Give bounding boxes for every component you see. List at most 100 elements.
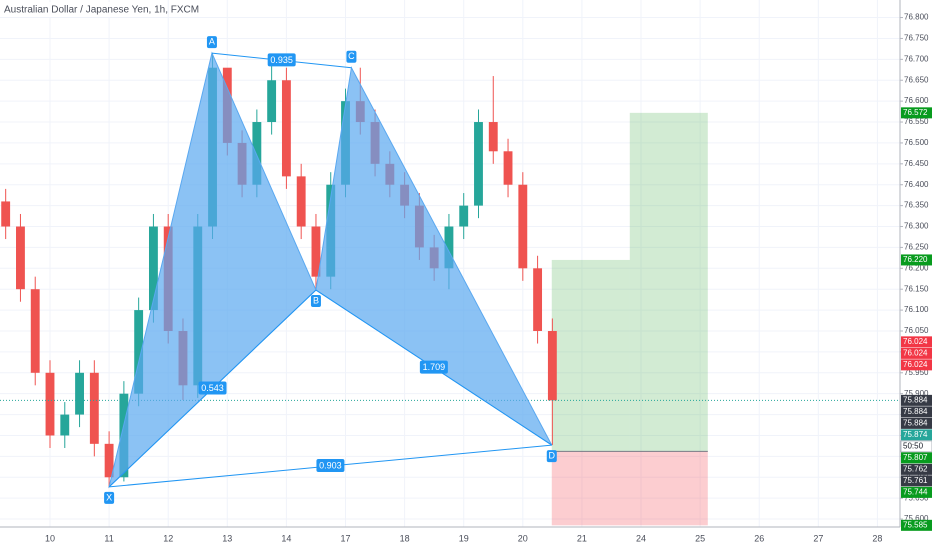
candle-body (75, 372, 84, 415)
candle-body (267, 80, 277, 123)
x-tick-label: 26 (754, 533, 764, 543)
price-label: 50:50 (903, 441, 924, 450)
candle-body (1, 201, 11, 227)
title-bg (0, 2, 158, 17)
candle-body (60, 414, 70, 436)
price-label-box (900, 440, 932, 453)
price-label-box (901, 359, 932, 371)
point-box (206, 36, 217, 49)
candle-body (16, 226, 25, 290)
x-tick-label: 28 (872, 533, 882, 543)
ratio-box (267, 53, 296, 67)
price-label: 75.762 (903, 464, 928, 473)
point-label: A (209, 36, 215, 46)
point-box (310, 295, 321, 308)
stop-zone (551, 451, 708, 526)
x-tick-label: 21 (577, 533, 587, 543)
price-label: 75.874 (903, 430, 928, 439)
chart-title: Australian Dollar / Japanese Yen, 1h, FX… (4, 5, 199, 16)
candle-body (488, 122, 498, 152)
price-label: 75.884 (903, 395, 928, 404)
point-label: B (313, 295, 319, 305)
candle-body (311, 226, 321, 277)
x-tick-label: 24 (636, 533, 646, 543)
price-label-box (901, 475, 932, 487)
x-tick-label: 25 (695, 533, 705, 543)
y-tick-label: 76.250 (904, 243, 929, 252)
price-label: 76.024 (903, 348, 928, 357)
candle-body (45, 372, 55, 436)
price-label: 75.585 (903, 520, 928, 529)
y-tick-label: 76.750 (904, 34, 929, 43)
candle-body (134, 310, 144, 394)
plot: 0.543 0.935 1.709 0.903 X A B C D (0, 36, 900, 526)
price-label-box (901, 417, 932, 429)
candle-body (533, 268, 543, 331)
price-label-box (901, 107, 932, 119)
y-tick-label: 76.350 (904, 201, 929, 210)
price-label-box (901, 394, 932, 406)
price-label-box (901, 452, 932, 464)
price-label-box (901, 336, 932, 348)
point-box (346, 50, 357, 63)
price-label: 75.884 (903, 407, 928, 416)
y-tick-label: 76.450 (904, 159, 929, 168)
price-labels: 76.572 76.220 76.024 76.024 76.024 75.884 75.8… (900, 107, 932, 531)
price-label-box (901, 406, 932, 418)
y-tick-label: 76.400 (904, 180, 929, 189)
candle-body (547, 330, 557, 401)
price-label: 75.761 (903, 476, 928, 485)
price-label: 75.807 (903, 453, 928, 462)
target-zone-1 (551, 259, 630, 452)
x-tick-label: 10 (45, 533, 55, 543)
price-label: 75.744 (903, 487, 928, 496)
y-tick-label: 76.150 (904, 284, 929, 293)
y-tick-label: 76.600 (904, 96, 929, 105)
candle-body (30, 289, 40, 373)
x-axis-bg (0, 527, 932, 550)
candle-body (296, 176, 306, 227)
ratio-label: 0.903 (319, 460, 342, 470)
point-label: X (106, 492, 112, 502)
x-tick-label: 13 (222, 533, 232, 543)
x-tick-label: 17 (341, 533, 351, 543)
point-label: C (348, 51, 355, 61)
ratio-box (198, 381, 227, 395)
price-label-box (901, 519, 932, 531)
price-label-box (901, 254, 932, 266)
y-tick-label: 75.600 (904, 514, 929, 523)
pattern-fill (315, 66, 553, 446)
price-label-box (901, 347, 932, 359)
point-label: D (549, 450, 556, 460)
point-box (104, 491, 115, 504)
y-tick-label: 76.650 (904, 75, 929, 84)
x-tick-label: 20 (518, 533, 528, 543)
x-tick-label: 27 (813, 533, 823, 543)
x-tick-label: 12 (163, 533, 173, 543)
x-tick-label: 18 (400, 533, 410, 543)
y-tick-label: 76.700 (904, 54, 929, 63)
candle-body (281, 80, 291, 177)
candle-body (444, 226, 454, 269)
candle-body (89, 372, 99, 444)
y-tick-label: 75.950 (904, 368, 929, 377)
ratio-label: 1.709 (423, 362, 446, 372)
candle-body (252, 122, 262, 185)
x-tick-label: 11 (104, 533, 113, 543)
y-tick-label: 76.100 (904, 305, 929, 314)
x-tick-label: 14 (281, 533, 291, 543)
price-label: 76.572 (903, 108, 928, 117)
candle-body (503, 151, 513, 185)
candle-body (474, 122, 483, 206)
target-zone-2 (629, 112, 708, 452)
price-label: 76.024 (903, 360, 928, 369)
y-tick-label: 76.050 (904, 326, 929, 335)
y-tick-label: 76.300 (904, 222, 929, 231)
ratio-label: 0.543 (201, 383, 224, 393)
price-label: 75.884 (903, 418, 928, 427)
x-tick-label: 19 (459, 533, 469, 543)
ratio-label: 0.935 (270, 55, 293, 65)
candle-body (104, 443, 114, 478)
